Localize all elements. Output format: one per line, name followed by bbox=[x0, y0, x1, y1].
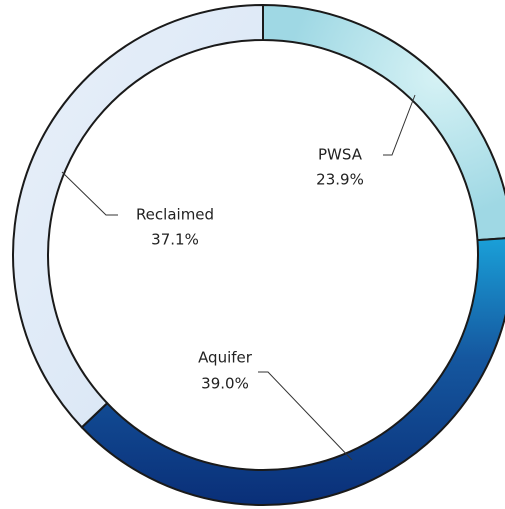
donut-segment bbox=[80, 237, 505, 506]
category-label: Aquifer bbox=[198, 349, 253, 367]
leader-line bbox=[258, 371, 353, 461]
value-label: 23.9% bbox=[316, 171, 364, 189]
value-label: 37.1% bbox=[151, 231, 199, 249]
leader-line bbox=[61, 171, 118, 216]
donut-segment bbox=[12, 3, 264, 429]
category-label: Reclaimed bbox=[136, 206, 214, 224]
leader-line bbox=[383, 94, 416, 156]
donut-segment bbox=[262, 3, 505, 242]
category-label: PWSA bbox=[318, 146, 363, 164]
donut bbox=[12, 3, 505, 506]
value-label: 39.0% bbox=[201, 375, 249, 393]
